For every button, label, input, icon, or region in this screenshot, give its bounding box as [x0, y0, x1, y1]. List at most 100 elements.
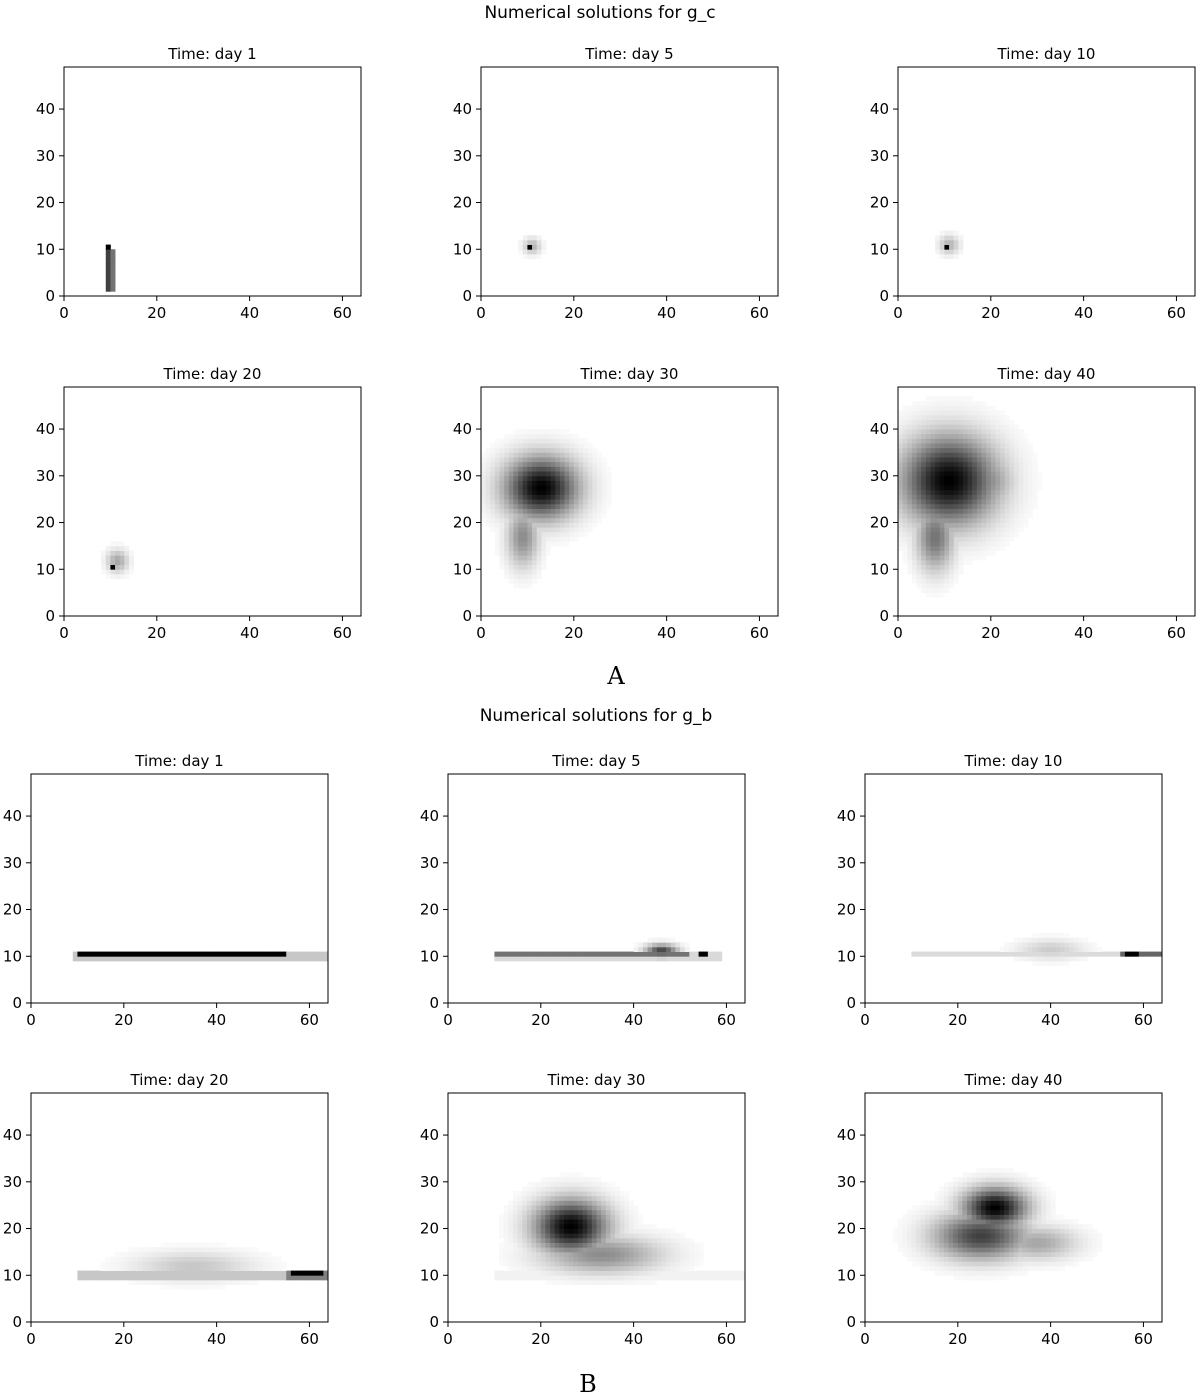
heatmap-cell — [605, 1191, 611, 1197]
heatmap-cell — [1022, 1195, 1028, 1201]
heatmap-cell — [517, 1242, 523, 1248]
heatmap-cell — [481, 457, 487, 463]
heatmap-cell — [628, 951, 635, 957]
heatmap-cell — [949, 550, 955, 556]
heatmap-cell — [981, 424, 987, 430]
heatmap-cell — [147, 956, 153, 962]
heatmap-cell — [532, 244, 538, 250]
heatmap-cell — [693, 1275, 699, 1281]
heatmap-cell — [1013, 942, 1019, 948]
heatmap-cell — [591, 1191, 597, 1197]
heatmap-cell — [1050, 1219, 1056, 1225]
heatmap-cell — [605, 1214, 611, 1220]
heatmap-cell — [508, 956, 514, 962]
heatmap-cell — [967, 429, 973, 435]
heatmap-cell — [642, 1251, 648, 1257]
heatmap-cell — [972, 433, 978, 439]
heatmap-cell — [962, 1219, 968, 1225]
heatmap-cell — [1018, 1251, 1024, 1257]
heatmap-cell — [522, 480, 528, 486]
heatmap-cell — [1069, 956, 1075, 962]
heatmap-cell — [921, 419, 927, 425]
heatmap-cell — [559, 1242, 565, 1248]
heatmap-cell — [1032, 452, 1038, 458]
heatmap-cell — [160, 1265, 166, 1271]
heatmap-cell — [184, 1275, 190, 1281]
heatmap-cell — [981, 429, 987, 435]
heatmap-cells — [898, 396, 1043, 598]
heatmap-cell — [545, 1177, 551, 1183]
heatmap-cell — [638, 1275, 644, 1281]
y-tick-label: 10 — [837, 1266, 856, 1284]
heatmap-cell — [151, 1279, 157, 1286]
heatmap-cell — [554, 1191, 560, 1197]
heatmap-cell — [962, 433, 969, 439]
heatmap-cell — [935, 443, 941, 449]
heatmap-cell — [179, 1247, 185, 1253]
heatmap-cell — [986, 429, 992, 435]
heatmap-cell — [221, 951, 227, 957]
heatmap-cell — [114, 956, 120, 962]
heatmap-cell — [536, 1242, 542, 1248]
heatmap-cell — [536, 1191, 542, 1197]
heatmap-cell — [541, 485, 547, 491]
heatmap-cell — [1022, 951, 1028, 957]
heatmap-cell — [564, 527, 570, 533]
heatmap-cell — [1009, 517, 1015, 523]
heatmap-cell — [1013, 1237, 1019, 1243]
heatmap-cell — [592, 457, 598, 463]
heatmap-cell — [128, 1275, 134, 1281]
x-tick-label: 40 — [1074, 304, 1093, 322]
heatmap-cell — [559, 1279, 565, 1286]
heatmap-cell — [1009, 494, 1015, 500]
heatmap-cell — [921, 429, 927, 435]
heatmap-cell — [582, 1270, 588, 1276]
heatmap-cell — [638, 942, 644, 948]
heatmap-cell — [935, 415, 941, 421]
heatmap-cell — [944, 541, 950, 547]
heatmap-cell — [666, 942, 672, 948]
heatmap-cell — [513, 457, 519, 463]
heatmap-cell — [1009, 457, 1015, 463]
heatmap-cell — [985, 1205, 991, 1211]
heatmap-cell — [1069, 1228, 1075, 1234]
heatmap-cell — [935, 550, 941, 556]
heatmap-cell — [499, 1223, 505, 1229]
heatmap-cell — [981, 1261, 987, 1267]
heatmap-cell — [508, 559, 514, 565]
heatmap-cell — [517, 1256, 523, 1262]
heatmap-cell — [921, 508, 927, 514]
heatmap-cell — [569, 489, 575, 495]
heatmap-cell — [517, 1237, 523, 1243]
heatmap-cell — [944, 230, 950, 236]
heatmap-cell — [944, 475, 950, 481]
heatmap-cell — [953, 522, 959, 528]
heatmap-cell — [670, 937, 676, 943]
heatmap-cell — [512, 1209, 519, 1215]
heatmap-cell — [564, 1172, 570, 1178]
heatmap-cell — [522, 531, 528, 537]
heatmap-cell — [670, 1233, 676, 1239]
heatmap-cell — [550, 527, 556, 533]
heatmap-cell — [939, 559, 945, 565]
heatmap-cell — [174, 1256, 180, 1262]
heatmap-cell — [119, 541, 125, 547]
heatmap-cell — [550, 1237, 556, 1243]
heatmap-cell — [522, 951, 528, 957]
heatmap-cell — [1032, 461, 1038, 467]
y-tick-label: 20 — [420, 1220, 439, 1238]
heatmap-cell — [110, 541, 116, 547]
heatmap-cell — [601, 1191, 607, 1197]
heatmap-cell — [550, 452, 556, 458]
heatmap-cell — [967, 559, 973, 565]
heatmap-cell — [151, 956, 157, 962]
heatmap-cell — [170, 1270, 176, 1276]
heatmap-cell — [605, 1219, 611, 1225]
heatmap-cell — [494, 471, 500, 477]
heatmap-cell — [536, 461, 542, 467]
heatmap-cell — [541, 480, 547, 486]
heatmap-cell — [642, 1223, 648, 1229]
heatmap-cell — [494, 475, 500, 481]
heatmap-cell — [661, 1261, 667, 1267]
